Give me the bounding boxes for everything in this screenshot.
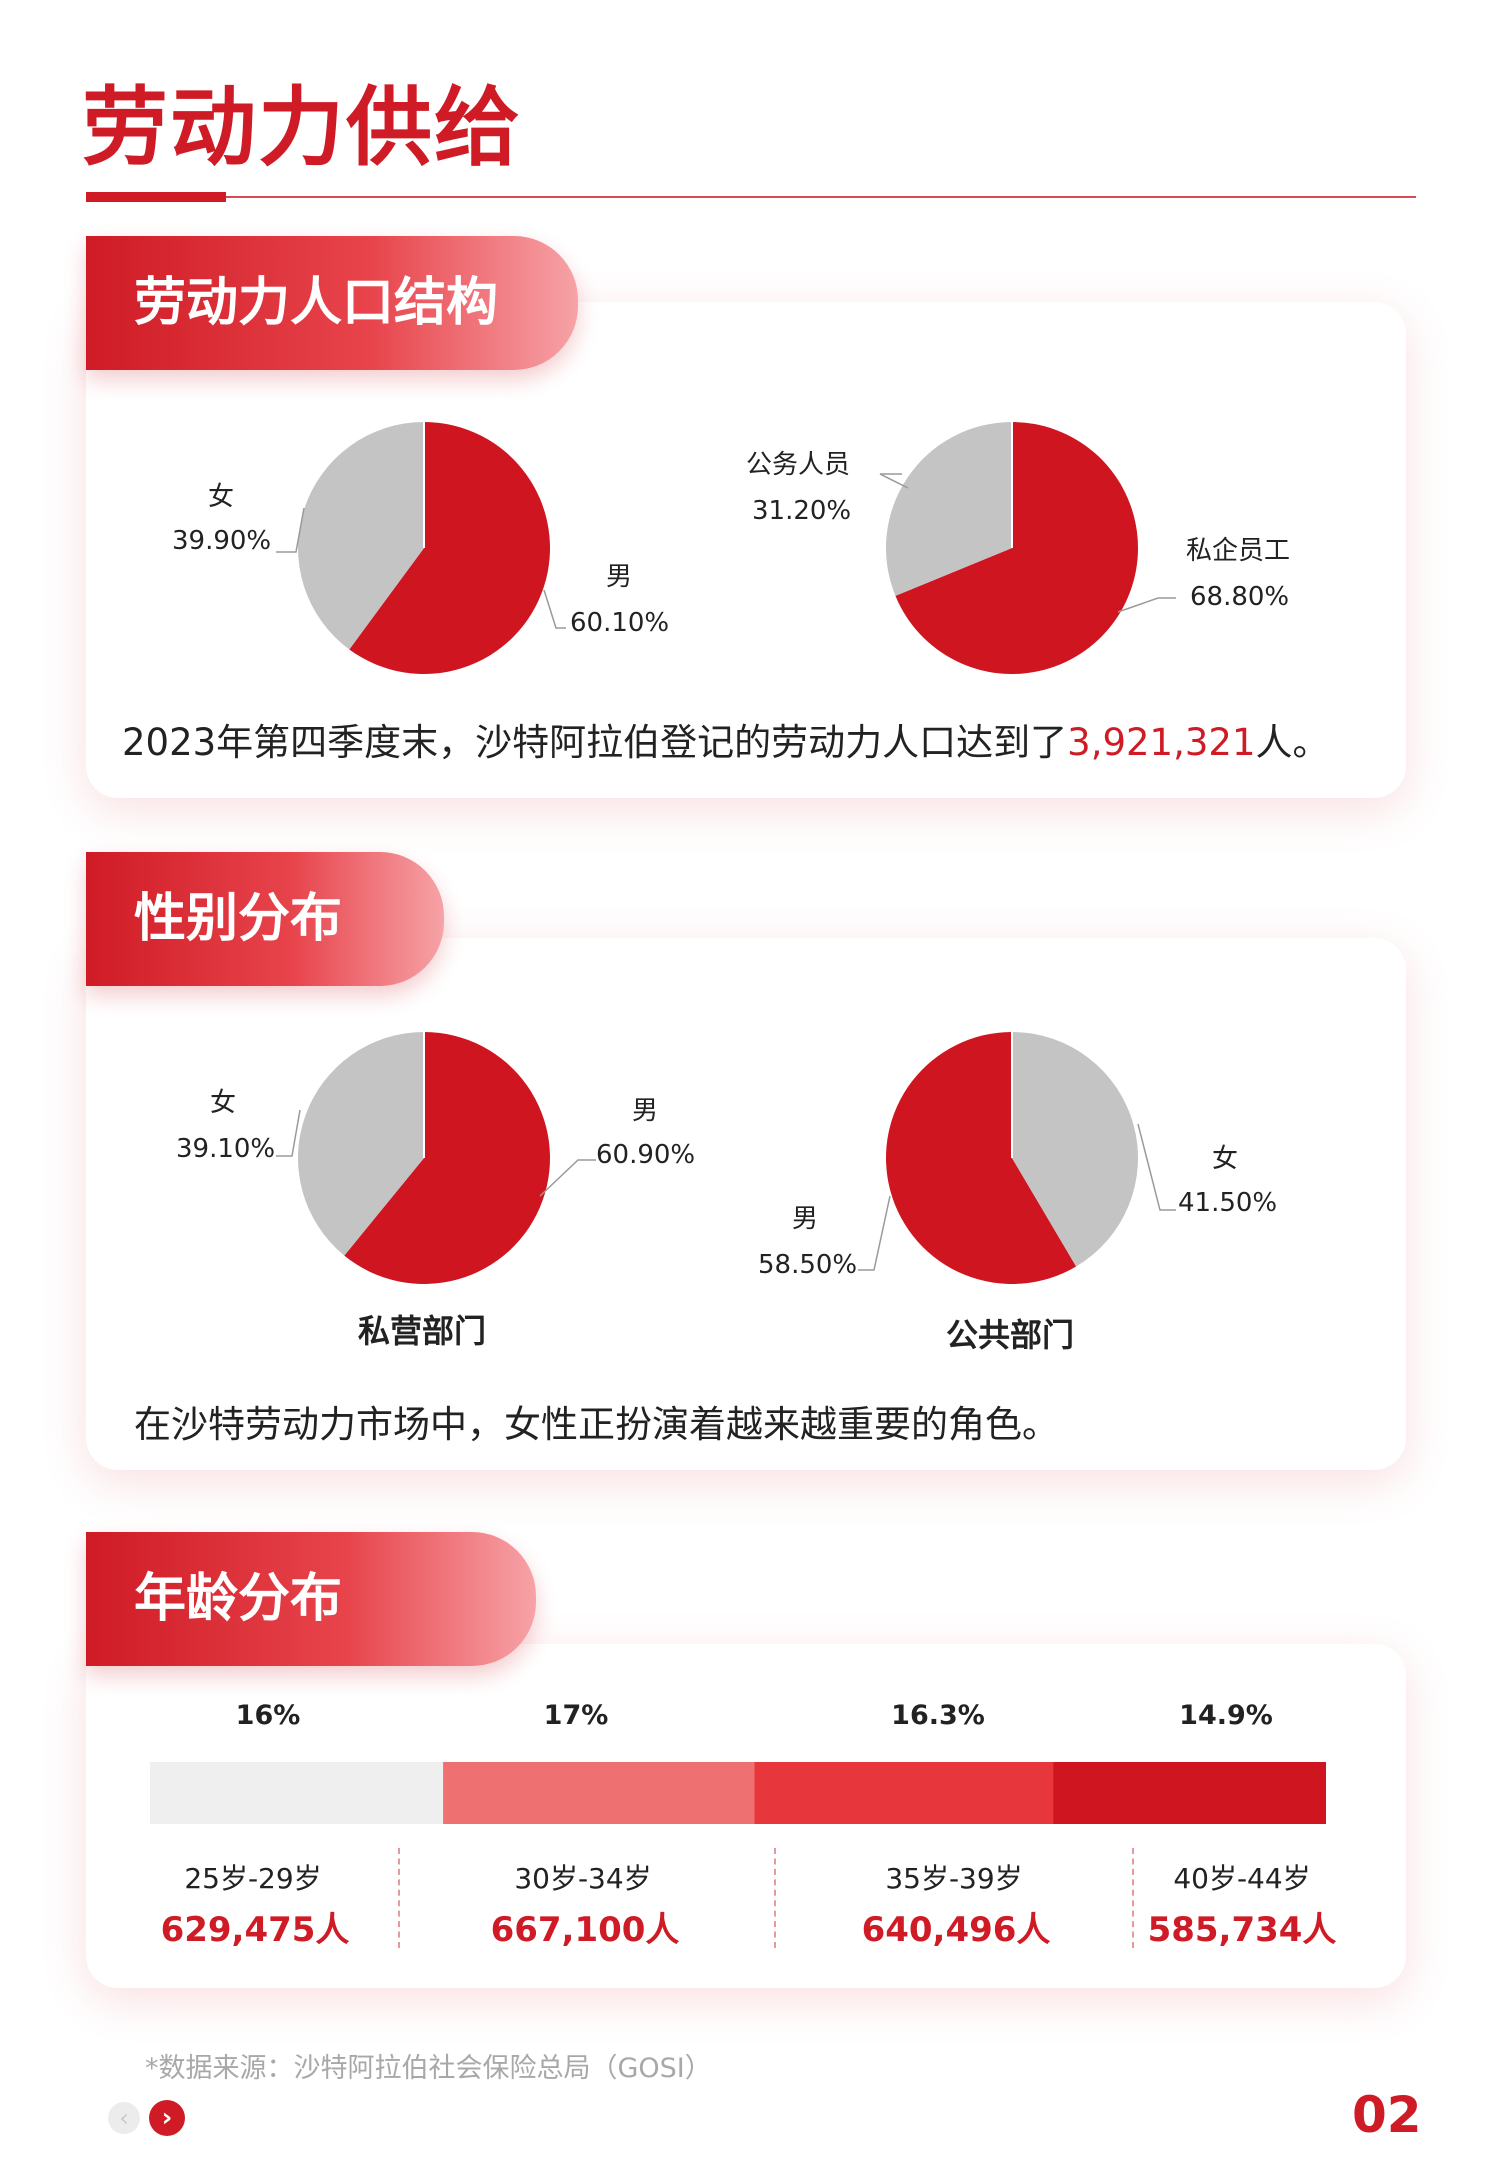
pie-gender-overall-female-value: 39.90% [172, 526, 272, 556]
pie-private-gender-slice-1 [344, 1032, 550, 1284]
age-pct-label-4: 14.9% [1179, 1700, 1273, 1731]
labor-total-suffix: 人。 [1255, 721, 1330, 764]
pie-private-female-name: 女 [210, 1088, 237, 1118]
age-range-label-4: 40岁-44岁 [1173, 1862, 1311, 1895]
pie-public-gender-slice-1 [886, 1032, 1077, 1284]
pie-gender-overall [297, 422, 550, 674]
age-pct-label-3: 16.3% [891, 1700, 985, 1731]
next-page-button[interactable]: › [149, 2100, 185, 2136]
pie-private-caption: 私营部门 [358, 1312, 487, 1350]
pie-employment-sector-slice-2 [886, 422, 1012, 596]
age-count-4: 585,734人 [1147, 1910, 1337, 1950]
age-range-label-2: 30岁-34岁 [514, 1862, 652, 1895]
age-count-3: 640,496人 [861, 1910, 1051, 1950]
pie-employment-public-name: 公务人员 [746, 450, 851, 480]
tab-age-distribution: 年龄分布 [86, 1532, 536, 1666]
pie-employment-sector [886, 422, 1138, 674]
age-pct-label-1: 16% [235, 1700, 301, 1731]
age-pct-label-2: 17% [543, 1700, 609, 1731]
age-divider-2 [774, 1848, 776, 1948]
pie-public-caption: 公共部门 [946, 1316, 1075, 1354]
data-source-note: *数据来源：沙特阿拉伯社会保险总局（GOSI） [145, 2053, 712, 2084]
pie-employment-private-value: 68.80% [1190, 582, 1290, 612]
pie-private-male-value: 60.90% [596, 1140, 696, 1170]
age-range-label-1: 25岁-29岁 [184, 1862, 322, 1895]
age-count-2: 667,100人 [490, 1910, 680, 1950]
pie-gender-overall-female-name: 女 [208, 482, 235, 512]
pie-private-female-value: 39.10% [176, 1134, 276, 1164]
page-title: 劳动力供给 [82, 78, 522, 178]
pie-gender-overall-male-value: 60.10% [570, 608, 670, 638]
gender-sentence: 在沙特劳动力市场中，女性正扮演着越来越重要的角色。 [134, 1403, 1059, 1446]
age-range-label-3: 35岁-39岁 [885, 1862, 1023, 1895]
title-accent-bar [86, 192, 226, 202]
pie-employment-public-value: 31.20% [752, 496, 852, 526]
pie-gender-overall-slice-2 [297, 422, 424, 650]
pie-public-male-name: 男 [792, 1204, 819, 1234]
labor-total-sentence: 2023年第四季度末，沙特阿拉伯登记的劳动力人口达到了3,921,321人。 [122, 712, 1329, 766]
labor-total-prefix: 2023年第四季度末，沙特阿拉伯登记的劳动力人口达到了 [122, 721, 1068, 764]
tab-labor-structure: 劳动力人口结构 [86, 236, 578, 370]
section-gender-card [86, 938, 1406, 1470]
pie-public-gender-slice-2 [1012, 1032, 1138, 1267]
prev-page-button[interactable]: ‹ [108, 2102, 140, 2134]
pie-employment-private-name: 私企员工 [1186, 536, 1291, 566]
age-divider-1 [398, 1848, 400, 1948]
pie-public-female-name: 女 [1212, 1144, 1239, 1174]
chevron-right-icon: › [161, 2103, 173, 2133]
chevron-left-icon: ‹ [119, 2104, 129, 2132]
pie-employment-sector-slice-1 [895, 422, 1138, 674]
labor-total-number: 3,921,321 [1067, 721, 1256, 764]
pie-public-male-value: 58.50% [758, 1250, 858, 1280]
title-rule [86, 196, 1416, 198]
pie-private-male-name: 男 [632, 1096, 659, 1126]
age-divider-3 [1132, 1848, 1134, 1948]
pie-public-sector-gender [886, 1032, 1138, 1284]
pie-gender-overall-slice-1 [349, 422, 550, 674]
page-number: 02 [1352, 2086, 1422, 2144]
pie-public-female-value: 41.50% [1178, 1188, 1278, 1218]
pie-private-gender-slice-2 [298, 1032, 424, 1256]
tab-gender-distribution: 性别分布 [86, 852, 444, 986]
pie-private-sector-gender [298, 1032, 550, 1284]
age-count-1: 629,475人 [160, 1910, 350, 1950]
pie-gender-overall-male-name: 男 [606, 562, 633, 592]
